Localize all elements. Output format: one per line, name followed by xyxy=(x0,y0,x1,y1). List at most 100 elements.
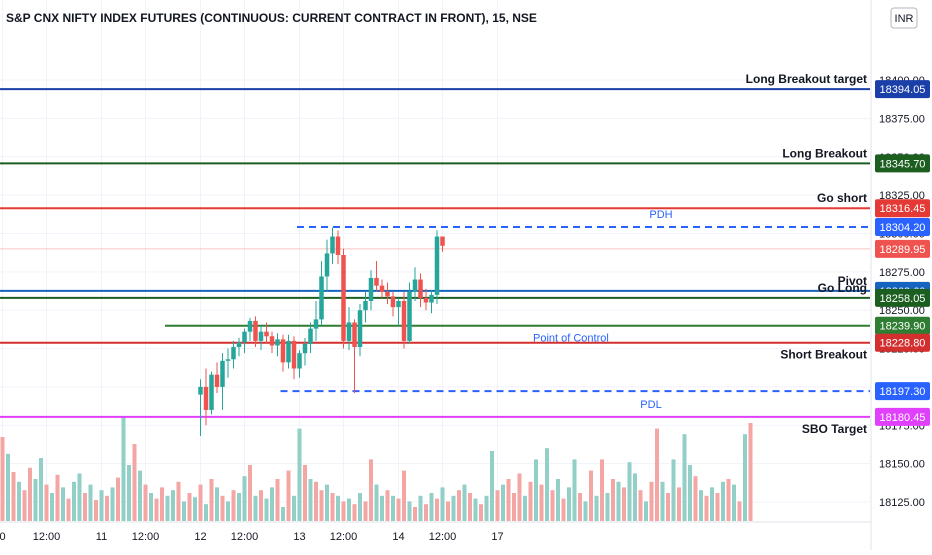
volume-bar xyxy=(710,487,714,521)
volume-bar xyxy=(358,493,362,521)
volume-bar xyxy=(407,501,412,521)
volume-bar xyxy=(154,498,159,521)
volume-bar xyxy=(99,490,104,521)
price-badge-pdl-label: 18197.30 xyxy=(880,386,926,398)
volume-bar xyxy=(72,481,76,521)
candle-body xyxy=(346,322,352,341)
price-badge-short-breakout-box xyxy=(875,333,930,352)
volume-bar xyxy=(616,481,621,521)
level-label-point-of-control: Point of Control xyxy=(533,333,609,345)
volume-bar xyxy=(457,490,461,521)
volume-bar xyxy=(50,493,54,521)
candle-body xyxy=(280,339,286,363)
volume-bar xyxy=(314,481,318,521)
candle-body xyxy=(308,328,313,344)
volume-bar xyxy=(297,428,302,521)
level-lines xyxy=(0,88,870,418)
volume-bar xyxy=(501,484,505,521)
volume-bar xyxy=(446,501,450,521)
volume-bar xyxy=(572,459,577,521)
volume-bar xyxy=(193,497,197,521)
volume-bar xyxy=(545,448,549,521)
volume-bar xyxy=(182,501,186,521)
y-tick-label: 18250.00 xyxy=(879,305,925,317)
volume-bar xyxy=(721,481,725,521)
volume-bar xyxy=(231,490,236,521)
volume-bar xyxy=(22,490,27,521)
candle-body xyxy=(374,277,379,286)
price-badge-point-of-control-box xyxy=(875,316,930,335)
volume-bar xyxy=(594,495,599,521)
volume-bar xyxy=(270,487,274,521)
volume-bar xyxy=(116,477,120,521)
volume-bar xyxy=(226,501,230,521)
currency-badge[interactable]: INR xyxy=(890,7,918,29)
candle-body xyxy=(247,320,253,332)
volume-bar xyxy=(110,487,115,521)
candle-body xyxy=(385,291,390,297)
volume-bar xyxy=(385,490,390,521)
x-tick-label: 12:00 xyxy=(231,531,259,543)
volume-bar xyxy=(517,473,522,521)
chart-title: S&P CNX NIFTY INDEX FUTURES (CONTINUOUS:… xyxy=(6,11,537,25)
candle-body xyxy=(253,320,258,341)
volume-bar xyxy=(347,498,351,521)
candle-body xyxy=(379,285,385,292)
price-badge-last-box xyxy=(875,239,930,258)
candle-body xyxy=(363,300,368,311)
candle-body xyxy=(335,236,341,255)
volume-bar xyxy=(369,459,373,521)
volume-bar xyxy=(66,498,71,521)
price-badge-short-breakout-label: 18228.80 xyxy=(880,338,926,350)
level-label-pivot: Pivot xyxy=(838,274,867,288)
volume-bar xyxy=(583,501,588,521)
volume-bar xyxy=(253,495,258,521)
volume-bar xyxy=(352,504,357,521)
volume-bar xyxy=(468,493,472,521)
volume-bar xyxy=(308,479,313,521)
volume-bar xyxy=(479,504,483,521)
volume-bar xyxy=(341,501,346,521)
candle-body xyxy=(231,347,236,360)
volume-bar xyxy=(737,501,742,521)
price-badge-long-breakout-box xyxy=(875,154,930,173)
x-tick-label: 0 xyxy=(0,531,6,543)
volume-bar xyxy=(319,490,324,521)
y-tick-label: 18275.00 xyxy=(879,267,925,279)
volume-bar xyxy=(242,476,247,521)
volume-bar xyxy=(132,444,137,521)
volume-bar xyxy=(743,434,747,521)
price-badge-go-short-label: 18316.45 xyxy=(880,203,926,215)
volume-bar xyxy=(418,495,423,521)
volume-bar xyxy=(512,493,516,521)
candle-body xyxy=(214,374,220,387)
volume-bar xyxy=(534,459,538,521)
x-tick-label: 14 xyxy=(392,531,404,543)
candle-body xyxy=(242,331,247,343)
volume-bar xyxy=(435,498,439,521)
volume-bar xyxy=(33,479,38,521)
candle-body xyxy=(203,386,209,410)
volume-bar xyxy=(149,493,153,521)
volume-bar xyxy=(94,500,98,521)
price-badge-last-label: 18289.95 xyxy=(880,244,926,256)
volume-bar xyxy=(605,493,610,521)
volume-bar xyxy=(649,481,654,521)
volume-bar xyxy=(77,473,82,521)
candle-body xyxy=(407,291,412,341)
x-tick-label: 12:00 xyxy=(330,531,358,543)
volume-bar xyxy=(688,465,692,521)
candle-body xyxy=(291,340,297,369)
x-tick-label: 17 xyxy=(491,531,503,543)
volume-bar xyxy=(550,490,555,521)
volume-bar xyxy=(105,495,109,521)
volume-bar xyxy=(732,484,736,521)
y-tick-label: 18375.00 xyxy=(879,113,925,125)
level-label-go-long: Go Long xyxy=(818,281,867,295)
level-label-long-breakout-target: Long Breakout target xyxy=(746,72,867,86)
candle-body xyxy=(412,279,418,292)
candle-body xyxy=(220,360,225,387)
